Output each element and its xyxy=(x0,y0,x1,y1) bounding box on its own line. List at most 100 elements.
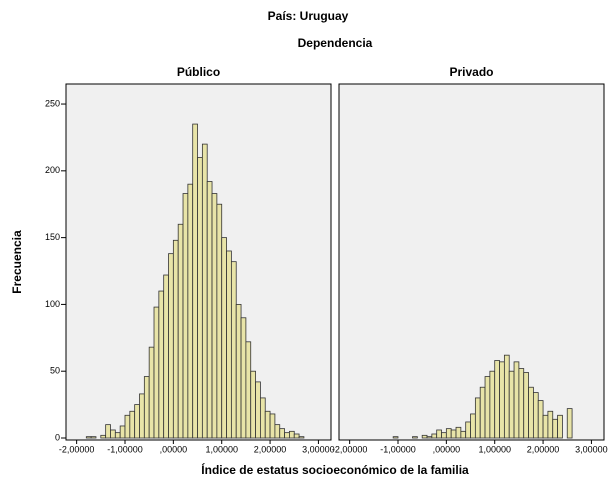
bar xyxy=(537,400,544,439)
bar xyxy=(274,424,281,439)
x-tick-label: 1,00000 xyxy=(478,444,511,454)
bar xyxy=(148,346,155,439)
x-tick-label: -1,00000 xyxy=(380,444,416,454)
x-tick-label: -2,00000 xyxy=(332,444,368,454)
bar xyxy=(172,239,179,439)
bar xyxy=(255,381,261,439)
y-tick-label: 200 xyxy=(45,165,60,175)
bar xyxy=(85,436,92,439)
y-axis-label: Frecuencia xyxy=(10,230,24,294)
bar xyxy=(259,397,266,439)
bar xyxy=(168,253,174,439)
bar xyxy=(129,410,136,439)
x-tick-label: 1,00000 xyxy=(205,444,238,454)
bar xyxy=(264,410,271,439)
bar xyxy=(542,414,549,439)
chart-subtitle: Dependencia xyxy=(298,36,373,50)
bar xyxy=(412,436,418,439)
bar xyxy=(245,341,252,439)
bar xyxy=(100,434,107,439)
bar xyxy=(431,433,438,439)
bar xyxy=(206,181,213,439)
bar xyxy=(114,432,121,439)
bar xyxy=(445,428,452,439)
y-tick-label: 150 xyxy=(45,232,60,242)
bar xyxy=(450,429,457,439)
bar xyxy=(110,429,116,439)
bar xyxy=(494,360,500,439)
bar xyxy=(298,436,305,439)
x-axis-label: Índice de estatus socioeconómico de la f… xyxy=(201,462,469,477)
bar xyxy=(143,376,150,439)
bar xyxy=(441,432,447,439)
bar xyxy=(474,397,481,439)
y-tick-label: 50 xyxy=(50,366,60,376)
bar xyxy=(508,370,515,439)
bar xyxy=(392,436,399,439)
x-tick-label: 3,00000 xyxy=(302,444,335,454)
bar xyxy=(503,354,510,439)
bar xyxy=(489,370,496,439)
bar xyxy=(221,237,227,439)
bar xyxy=(177,223,184,439)
bar xyxy=(230,261,237,439)
bar xyxy=(90,436,97,439)
bar xyxy=(153,306,160,439)
bar xyxy=(566,408,573,439)
bar xyxy=(528,386,534,439)
bar xyxy=(499,361,505,439)
bar xyxy=(426,436,433,439)
bar xyxy=(532,392,539,439)
x-tick-label: ,00000 xyxy=(160,444,188,454)
x-tick-label: -2,00000 xyxy=(59,444,95,454)
bar xyxy=(479,386,486,439)
x-tick-label: 2,00000 xyxy=(254,444,287,454)
bar xyxy=(289,430,295,439)
bar xyxy=(269,413,276,439)
bar xyxy=(134,404,140,439)
bar xyxy=(436,429,442,439)
bar xyxy=(187,183,194,439)
x-tick-label: ,00000 xyxy=(433,444,461,454)
bar xyxy=(421,434,428,439)
bar xyxy=(105,424,111,439)
bar xyxy=(470,413,476,439)
bar xyxy=(226,250,232,439)
panel xyxy=(338,83,605,441)
bar xyxy=(211,193,218,439)
bar xyxy=(557,414,563,439)
bar xyxy=(552,418,558,439)
bar xyxy=(240,317,247,439)
panel-title: Público xyxy=(177,65,220,79)
bar xyxy=(460,430,467,439)
bar xyxy=(455,426,462,439)
bar xyxy=(523,372,529,439)
y-tick-label: 250 xyxy=(45,98,60,108)
bar xyxy=(163,274,169,439)
bar xyxy=(119,425,126,439)
bar xyxy=(192,123,198,439)
bar xyxy=(547,410,554,439)
bar xyxy=(235,304,242,439)
bar xyxy=(216,203,223,439)
bar xyxy=(513,361,520,439)
bar xyxy=(197,157,203,439)
bar xyxy=(293,433,300,439)
panel-title: Privado xyxy=(449,65,493,79)
bar xyxy=(124,414,131,439)
bar xyxy=(182,193,189,439)
y-tick-label: 0 xyxy=(55,432,60,442)
bar xyxy=(158,290,165,439)
bar xyxy=(201,143,208,439)
chart-title: País: Uruguay xyxy=(268,9,349,23)
bar xyxy=(484,376,491,439)
bar xyxy=(518,368,525,439)
x-tick-label: -1,00000 xyxy=(107,444,143,454)
bar xyxy=(284,432,290,439)
bar xyxy=(139,393,145,439)
bar xyxy=(279,428,285,439)
bar xyxy=(250,370,256,439)
x-tick-label: 2,00000 xyxy=(527,444,560,454)
y-tick-label: 100 xyxy=(45,299,60,309)
